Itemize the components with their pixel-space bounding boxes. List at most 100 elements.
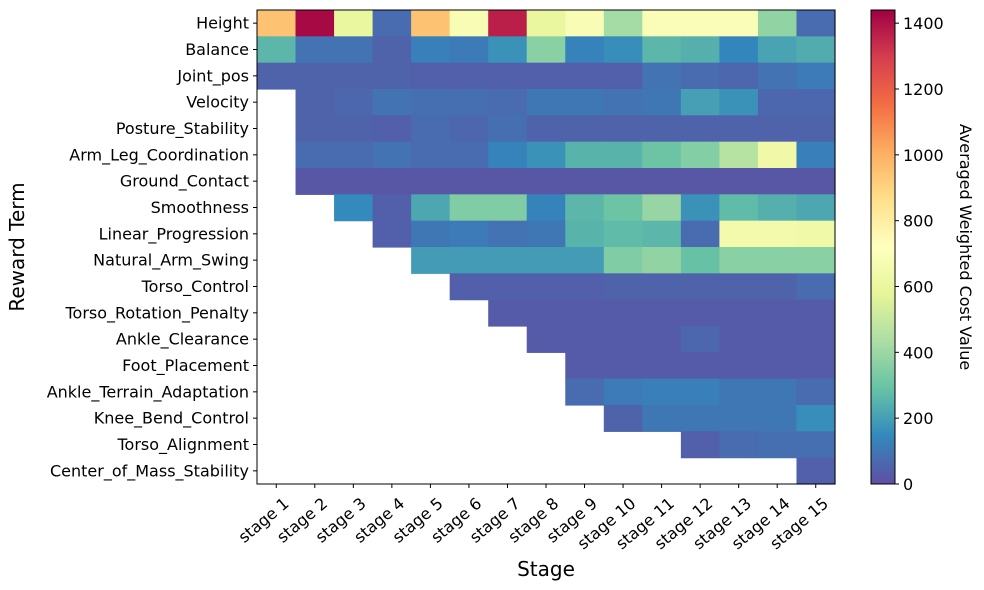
heatmap-cell (334, 168, 374, 195)
heatmap-cell (680, 62, 720, 90)
y-tick-label: Joint_pos (176, 66, 249, 86)
heatmap-cell (488, 36, 528, 64)
heatmap-cell (488, 220, 528, 248)
heatmap-cell (411, 168, 451, 195)
heatmap-cell (642, 273, 682, 301)
heatmap-cell (372, 62, 412, 90)
heatmap-cell (603, 405, 643, 432)
heatmap-cell (372, 89, 412, 116)
heatmap-cell (565, 141, 605, 169)
heatmap-cell (757, 141, 798, 169)
heatmap-cell (796, 194, 836, 222)
colorbar-tick-label: 1000 (903, 146, 944, 165)
colorbar-tick-label: 0 (903, 475, 913, 494)
heatmap-cell (334, 141, 374, 169)
colorbar (870, 9, 896, 485)
heatmap-cell (796, 457, 836, 485)
heatmap-cell (411, 36, 451, 64)
heatmap-cell (796, 141, 836, 169)
heatmap-cell (796, 299, 836, 327)
heatmap-cell (334, 10, 374, 37)
heatmap-cell (449, 247, 489, 274)
heatmap-cell (295, 62, 335, 90)
heatmap-cell (680, 194, 720, 222)
heatmap-cell (757, 89, 798, 116)
heatmap-cell (796, 89, 836, 116)
heatmap-cell (334, 115, 374, 143)
y-tick-label: Ankle_Clearance (116, 330, 249, 350)
heatmap-cell (565, 168, 605, 195)
heatmap-cell (526, 247, 566, 274)
heatmap-cell (488, 141, 528, 169)
y-tick-label: Linear_Progression (99, 224, 249, 244)
y-axis-label: Reward Term (5, 182, 29, 311)
heatmap-cell (719, 431, 759, 459)
y-axis-ticks: Height Balance Joint_pos Velocity Posture_St… (47, 14, 257, 481)
heatmap-cell (642, 405, 682, 432)
heatmap-cell (449, 10, 489, 37)
heatmap-cell (603, 168, 643, 195)
heatmap-cell (488, 62, 528, 90)
heatmap-cell (372, 168, 412, 195)
heatmap-cell (565, 10, 605, 37)
y-tick-label: Knee_Bend_Control (94, 409, 249, 429)
heatmap-cell (295, 10, 335, 37)
heatmap-cell (757, 352, 798, 380)
heatmap-cell (642, 36, 682, 64)
heatmap-cell (680, 405, 720, 432)
heatmap-cell (757, 10, 798, 37)
heatmap-cell (757, 168, 798, 195)
heatmap-cell (411, 62, 451, 90)
heatmap-cell (257, 36, 297, 64)
heatmap-cell (526, 10, 566, 37)
heatmap-cell (526, 36, 566, 64)
heatmap-cell (488, 247, 528, 274)
heatmap-cell (642, 62, 682, 90)
heatmap-cell (796, 62, 836, 90)
heatmap-cell (757, 36, 798, 64)
heatmap-cell (488, 194, 528, 222)
heatmap-cell (796, 220, 836, 248)
heatmap-cell (411, 194, 451, 222)
heatmap-cell (680, 89, 720, 116)
heatmap-cell (757, 405, 798, 432)
heatmap-cell (295, 89, 335, 116)
heatmap-cell (719, 326, 759, 353)
heatmap-cell (526, 115, 566, 143)
heatmap-cell (295, 36, 335, 64)
heatmap-cell (411, 115, 451, 143)
heatmap-cell (680, 378, 720, 406)
heatmap-cell (680, 141, 720, 169)
heatmap-cell (565, 36, 605, 64)
heatmap-cell (796, 168, 836, 195)
heatmap-cell (372, 10, 412, 37)
heatmap-cell (719, 299, 759, 327)
heatmap-cell (719, 36, 759, 64)
heatmap-cell (642, 247, 682, 274)
heatmap-cell (257, 62, 297, 90)
y-tick-label: Arm_Leg_Coordination (69, 145, 249, 165)
heatmap-cell (603, 273, 643, 301)
heatmap-cell (796, 273, 836, 301)
heatmap-cell (449, 36, 489, 64)
heatmap-cell (796, 352, 836, 380)
heatmap-cell (488, 10, 528, 37)
heatmap-cell (642, 10, 682, 37)
heatmap-cell (526, 62, 566, 90)
heatmap-cell (565, 326, 605, 353)
heatmap-cell (411, 141, 451, 169)
heatmap-cell (488, 89, 528, 116)
heatmap-cell (334, 89, 374, 116)
heatmap-cell (603, 89, 643, 116)
y-tick-label: Ground_Contact (120, 172, 249, 192)
heatmap-cell (257, 10, 297, 37)
heatmap-cell (757, 62, 798, 90)
heatmap-cell (526, 326, 566, 353)
heatmap-cell (295, 115, 335, 143)
heatmap-cell (488, 273, 528, 301)
heatmap-cell (603, 36, 643, 64)
heatmap-cell (796, 247, 836, 274)
colorbar-tick-label: 600 (903, 278, 934, 297)
heatmap-cell (526, 141, 566, 169)
